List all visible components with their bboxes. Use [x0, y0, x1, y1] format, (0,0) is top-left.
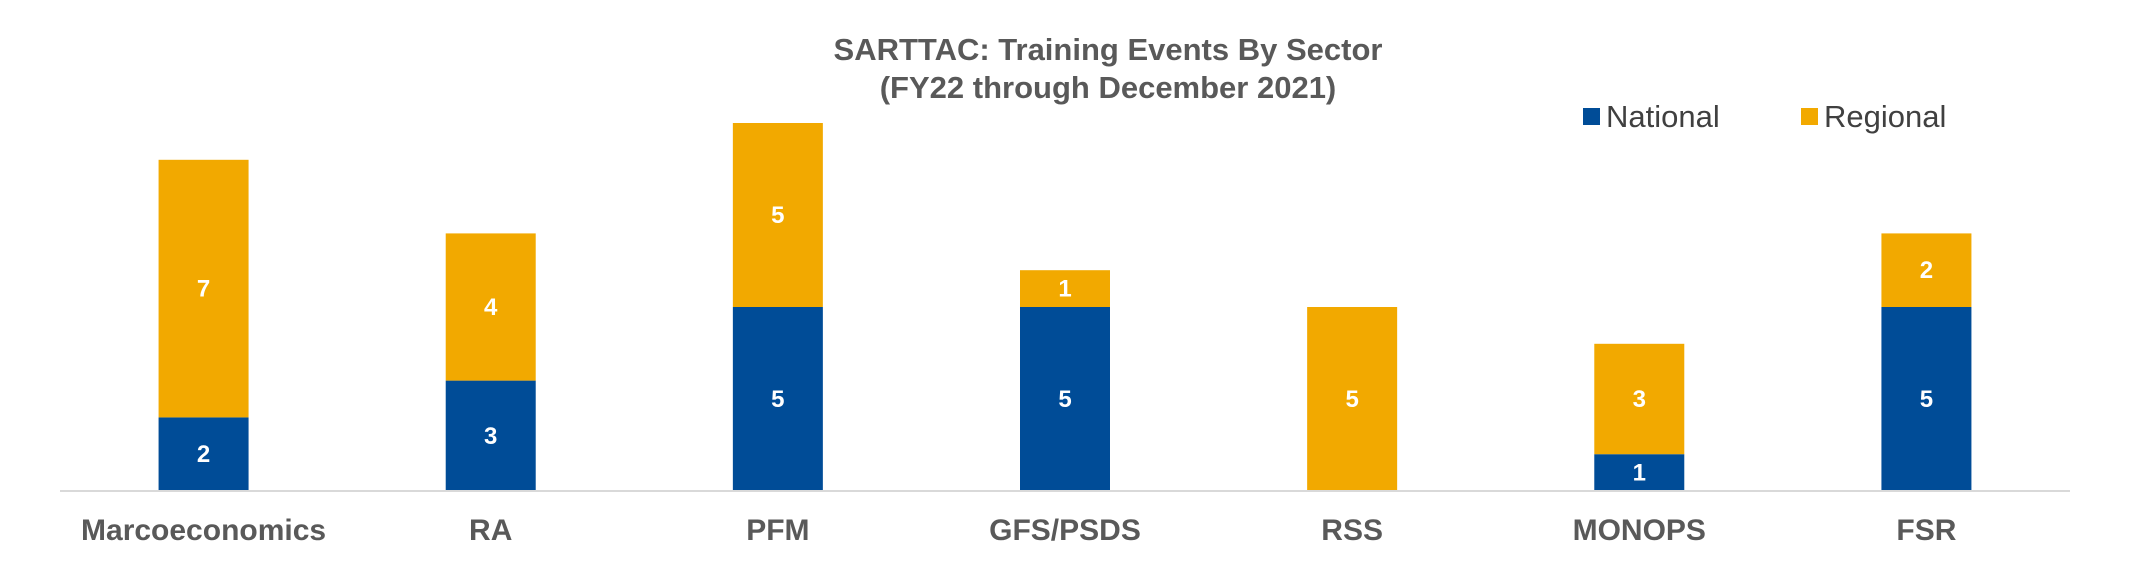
- data-label-regional-monops: 3: [1633, 386, 1646, 413]
- legend: National Regional: [1583, 99, 1946, 134]
- x-tick-label-rss: RSS: [1321, 514, 1383, 547]
- chart-title-line-2: (FY22 through December 2021): [880, 70, 1337, 105]
- x-tick-label-monops: MONOPS: [1573, 514, 1706, 547]
- bar-national-fsr: [1881, 307, 1972, 491]
- data-label-national-gfs-psds: 5: [1058, 386, 1071, 413]
- data-label-regional-gfs-psds: 1: [1058, 276, 1071, 303]
- legend-swatch-national: [1583, 108, 1600, 125]
- x-tick-label-pfm: PFM: [746, 514, 809, 547]
- bar-regional-monops: [1594, 343, 1685, 455]
- chart-title-line-1: SARTTAC: Training Events By Sector: [834, 32, 1383, 67]
- bar-regional-ra: [445, 233, 536, 381]
- x-tick-label-ra: RA: [469, 514, 512, 547]
- legend-label-regional: Regional: [1824, 99, 1946, 134]
- data-label-regional-pfm: 5: [771, 202, 784, 229]
- bar-national-monops: [1594, 454, 1685, 491]
- legend-label-national: National: [1606, 99, 1720, 134]
- data-label-national-pfm: 5: [771, 386, 784, 413]
- bar-regional-fsr: [1881, 233, 1972, 307]
- data-label-national-fsr: 5: [1920, 386, 1933, 413]
- data-label-national-ra: 3: [484, 423, 497, 450]
- data-label-regional-rss: 5: [1345, 386, 1358, 413]
- chart-title: SARTTAC: Training Events By Sector (FY22…: [834, 32, 1383, 105]
- bar-regional-pfm: [732, 123, 823, 307]
- data-label-national-marcoeconomics: 2: [197, 441, 210, 468]
- bar-regional-gfs-psds: [1020, 270, 1110, 307]
- bar-national-pfm: [732, 307, 823, 491]
- data-label-regional-ra: 4: [484, 294, 498, 321]
- legend-swatch-regional: [1801, 108, 1818, 125]
- data-label-regional-marcoeconomics: 7: [197, 276, 210, 303]
- bars-layer: 2 7 3 4 5 5 5 1 5 1 3 5 2: [158, 123, 1972, 491]
- bar-national-gfs-psds: [1020, 307, 1110, 491]
- bar-national-marcoeconomics: [158, 417, 249, 491]
- data-label-regional-fsr: 2: [1920, 257, 1933, 284]
- data-label-national-monops: 1: [1633, 460, 1646, 487]
- x-tick-label-gfs-psds: GFS/PSDS: [989, 514, 1141, 547]
- x-tick-labels: Marcoeconomics RA PFM GFS/PSDS RSS MONOPS FSR: [81, 514, 1957, 547]
- x-tick-label-marcoeconomics: Marcoeconomics: [81, 514, 326, 547]
- bar-national-ra: [445, 380, 536, 491]
- bar-regional-rss: [1307, 307, 1398, 491]
- bar-regional-marcoeconomics: [158, 159, 249, 418]
- x-tick-label-fsr: FSR: [1896, 514, 1956, 547]
